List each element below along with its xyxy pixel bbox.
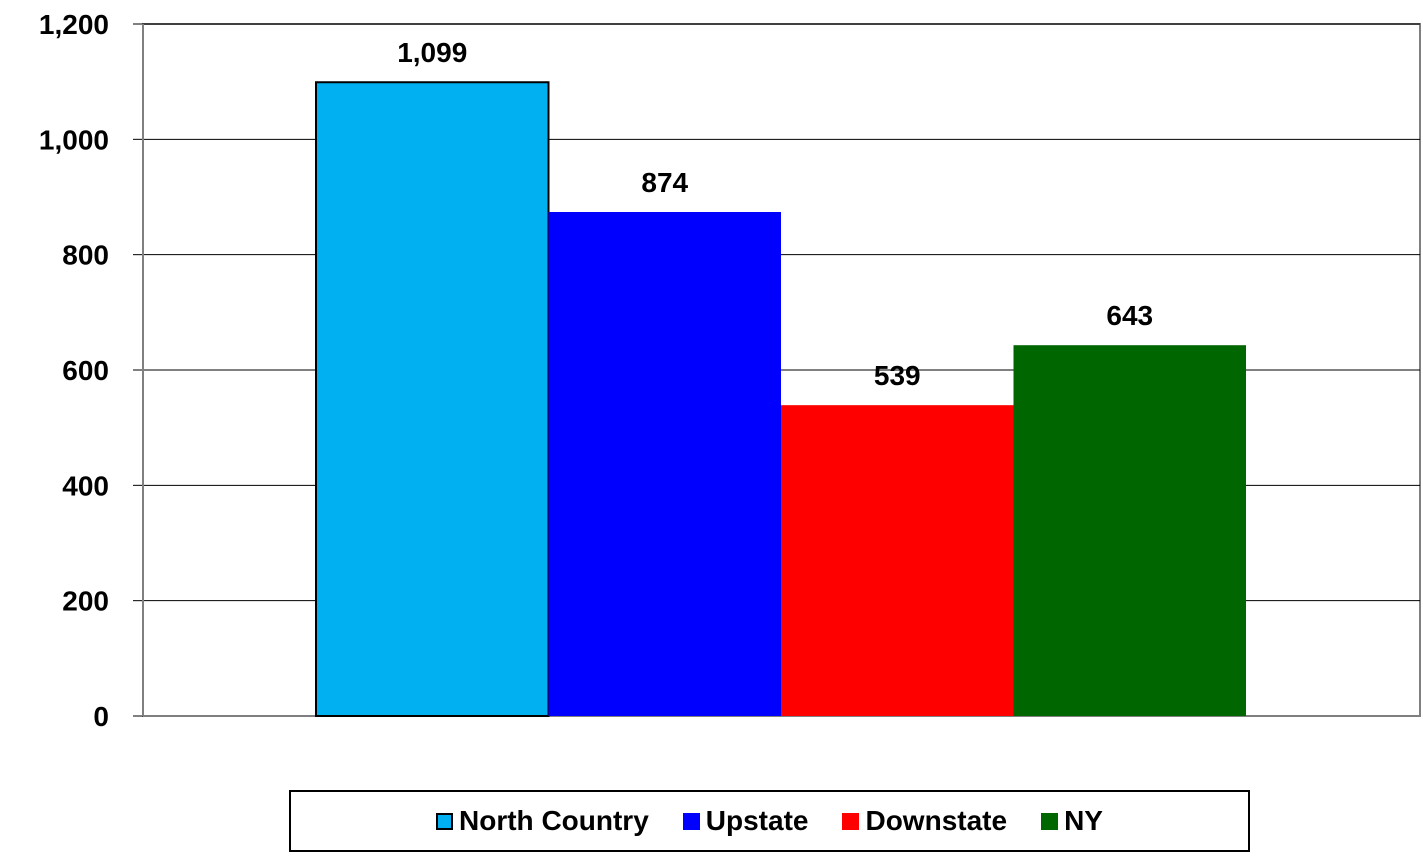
- y-tick-label: 400: [62, 470, 109, 501]
- legend-item-downstate: Downstate: [842, 805, 1007, 837]
- bars: [315, 81, 1246, 717]
- bar-downstate: [781, 405, 1014, 716]
- data-label-north-country: 1,099: [397, 37, 467, 68]
- legend-swatch: [842, 812, 860, 830]
- legend-label: Upstate: [705, 805, 809, 836]
- legend: North Country Upstate Downstate NY: [289, 790, 1250, 852]
- legend-label: NY: [1064, 805, 1103, 836]
- data-label-ny: 643: [1106, 300, 1153, 331]
- data-label-upstate: 874: [641, 167, 688, 198]
- legend-item-north-country: North Country: [436, 805, 649, 837]
- bar-chart: 0 200 400 600 800 1,000 1,200 1,099 874 539 643: [39, 9, 1421, 732]
- y-tick-label: 200: [62, 586, 109, 617]
- data-labels: 1,099 874 539 643: [397, 37, 1153, 391]
- bar-upstate: [548, 211, 781, 716]
- legend-swatch: [682, 812, 700, 830]
- data-label-downstate: 539: [874, 360, 921, 391]
- legend-label: Downstate: [865, 805, 1008, 836]
- bar-north-country: [315, 81, 550, 717]
- y-tick-label: 1,000: [39, 124, 109, 155]
- bar-ny: [1013, 345, 1246, 716]
- legend-item-ny: NY: [1041, 805, 1103, 837]
- y-tick-label: 1,200: [39, 9, 109, 40]
- y-tick-label: 0: [93, 701, 109, 732]
- legend-label: North Country: [459, 805, 649, 836]
- y-tick-label: 600: [62, 355, 109, 386]
- y-tick-label: 800: [62, 240, 109, 271]
- legend-swatch: [436, 812, 454, 830]
- y-axis: 0 200 400 600 800 1,000 1,200: [39, 9, 1420, 732]
- legend-swatch: [1041, 812, 1059, 830]
- legend-item-upstate: Upstate: [682, 805, 809, 837]
